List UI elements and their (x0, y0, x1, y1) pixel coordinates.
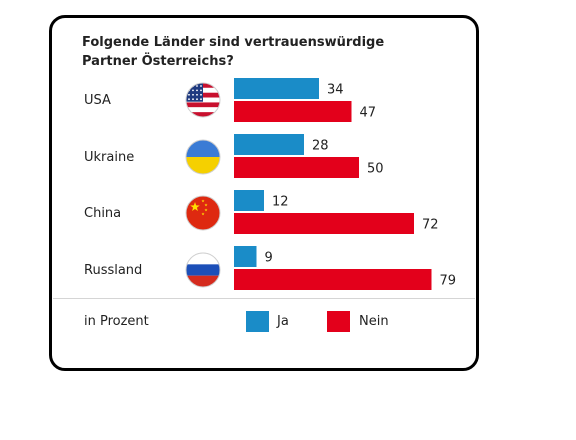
value-label-russland-nein: 79 (440, 274, 457, 289)
bar-russland-ja (234, 246, 257, 267)
ukraine-flag-icon (186, 140, 220, 174)
bar-china-ja (234, 190, 264, 211)
legend-swatch-ja (246, 311, 269, 332)
legend-divider (53, 298, 475, 299)
category-label-usa: USA (84, 93, 111, 108)
value-label-china-nein: 72 (422, 218, 439, 233)
category-label-russland: Russland (84, 263, 142, 278)
russia-flag-icon (186, 253, 220, 287)
bar-china-nein (234, 213, 414, 234)
value-label-china-ja: 12 (272, 195, 289, 210)
value-label-usa-ja: 34 (327, 83, 344, 98)
value-label-ukraine-nein: 50 (367, 162, 384, 177)
china-flag-icon (186, 196, 220, 230)
unit-note: in Prozent (84, 314, 149, 329)
legend-swatch-nein (327, 311, 350, 332)
bar-usa-nein (234, 101, 352, 122)
bar-ukraine-ja (234, 134, 304, 155)
bar-usa-ja (234, 78, 319, 99)
bar-ukraine-nein (234, 157, 359, 178)
bar-russland-nein (234, 269, 432, 290)
legend-label-nein: Nein (359, 314, 389, 329)
legend-label-ja: Ja (277, 314, 289, 329)
chart-title: Folgende Länder sind vertrauenswürdige P… (82, 35, 385, 69)
value-label-ukraine-ja: 28 (312, 139, 329, 154)
value-label-usa-nein: 47 (360, 106, 377, 121)
category-label-china: China (84, 206, 121, 221)
usa-flag-icon (186, 83, 220, 117)
value-label-russland-ja: 9 (265, 251, 273, 266)
category-label-ukraine: Ukraine (84, 150, 134, 165)
